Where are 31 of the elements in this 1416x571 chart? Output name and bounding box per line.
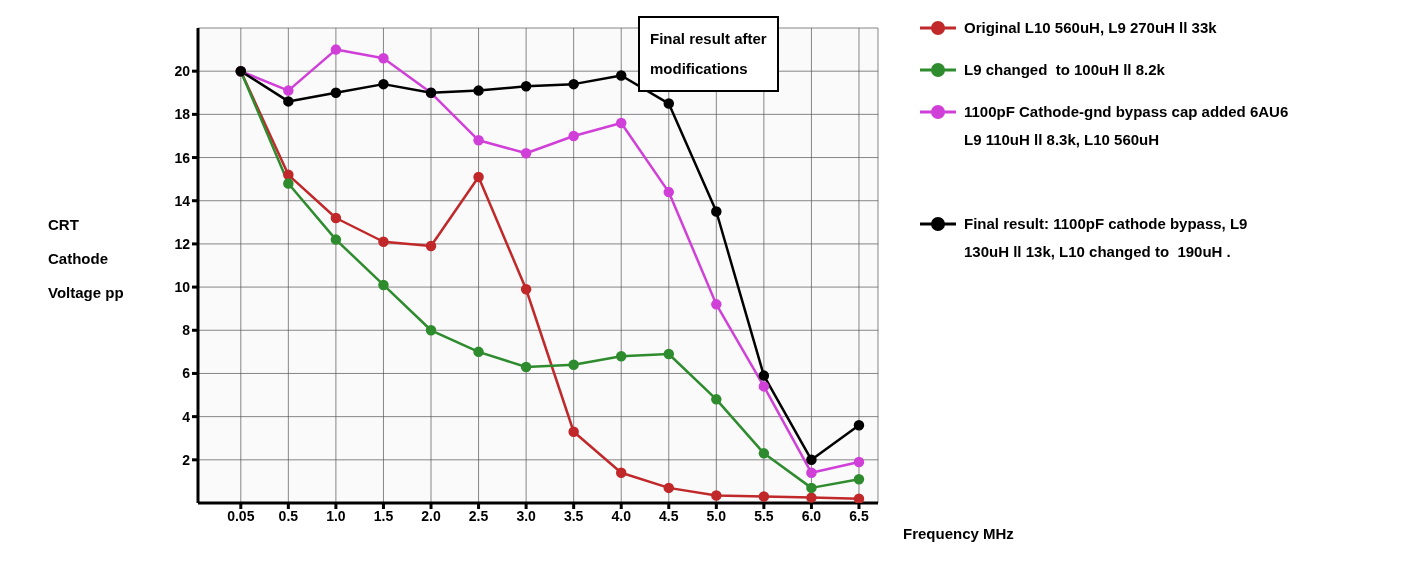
y-tick-label: 12 [174, 235, 191, 252]
y-tick-label: 20 [174, 63, 191, 80]
x-axis-title: Frequency MHz [903, 525, 1014, 542]
y-tick-label: 10 [174, 279, 191, 296]
x-tick-label: 5.5 [754, 507, 774, 524]
x-tick-label: 4.5 [659, 507, 679, 524]
x-tick-label: 1.0 [326, 507, 346, 524]
legend-label: Original L10 560uH, L9 270uH ll 33k [964, 18, 1217, 38]
x-tick-label: 0.5 [278, 507, 299, 524]
x-tick-label: 5.0 [706, 507, 727, 524]
x-tick-label: 2.5 [468, 507, 489, 524]
legend-label: Final result: 1100pF cathode bypass, L9 130uH ll 13k, L10 changed to 190uH . [964, 214, 1248, 262]
y-tick-label: 2 [182, 451, 191, 468]
legend-label: 1100pF Cathode-gnd bypass cap added 6AU6 L9 110uH ll 8.3k, L10 560uH [964, 102, 1289, 150]
x-tick-label: 1.5 [373, 507, 394, 524]
y-tick-label: 4 [182, 408, 191, 425]
y-tick-label: 18 [174, 106, 191, 123]
x-tick-label: 0.05 [227, 507, 255, 524]
y-tick-label: 14 [174, 192, 191, 209]
x-tick-label: 6.0 [801, 507, 822, 524]
y-axis-title: CRT Cathode Voltage pp [48, 215, 125, 303]
x-tick-label: 2.0 [421, 507, 441, 524]
y-tick-label: 16 [174, 149, 191, 166]
annotation: Final result after modifications [638, 16, 779, 92]
x-tick-label: 3.5 [563, 507, 584, 524]
x-tick-label: 3.0 [516, 507, 537, 524]
x-tick-label: 6.5 [849, 507, 869, 524]
legend-label: L9 changed to 100uH ll 8.2k [964, 60, 1165, 80]
x-tick-label: 4.0 [611, 507, 632, 524]
y-tick-label: 8 [182, 322, 191, 339]
y-tick-label: 6 [182, 365, 191, 382]
